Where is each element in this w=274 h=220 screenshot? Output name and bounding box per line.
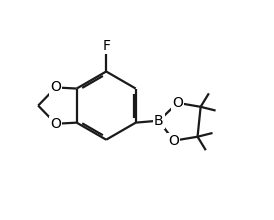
Text: B: B — [154, 114, 164, 128]
Text: O: O — [168, 134, 179, 148]
Text: O: O — [50, 81, 61, 94]
Text: O: O — [172, 96, 183, 110]
Text: O: O — [50, 117, 61, 131]
Text: F: F — [102, 39, 110, 53]
